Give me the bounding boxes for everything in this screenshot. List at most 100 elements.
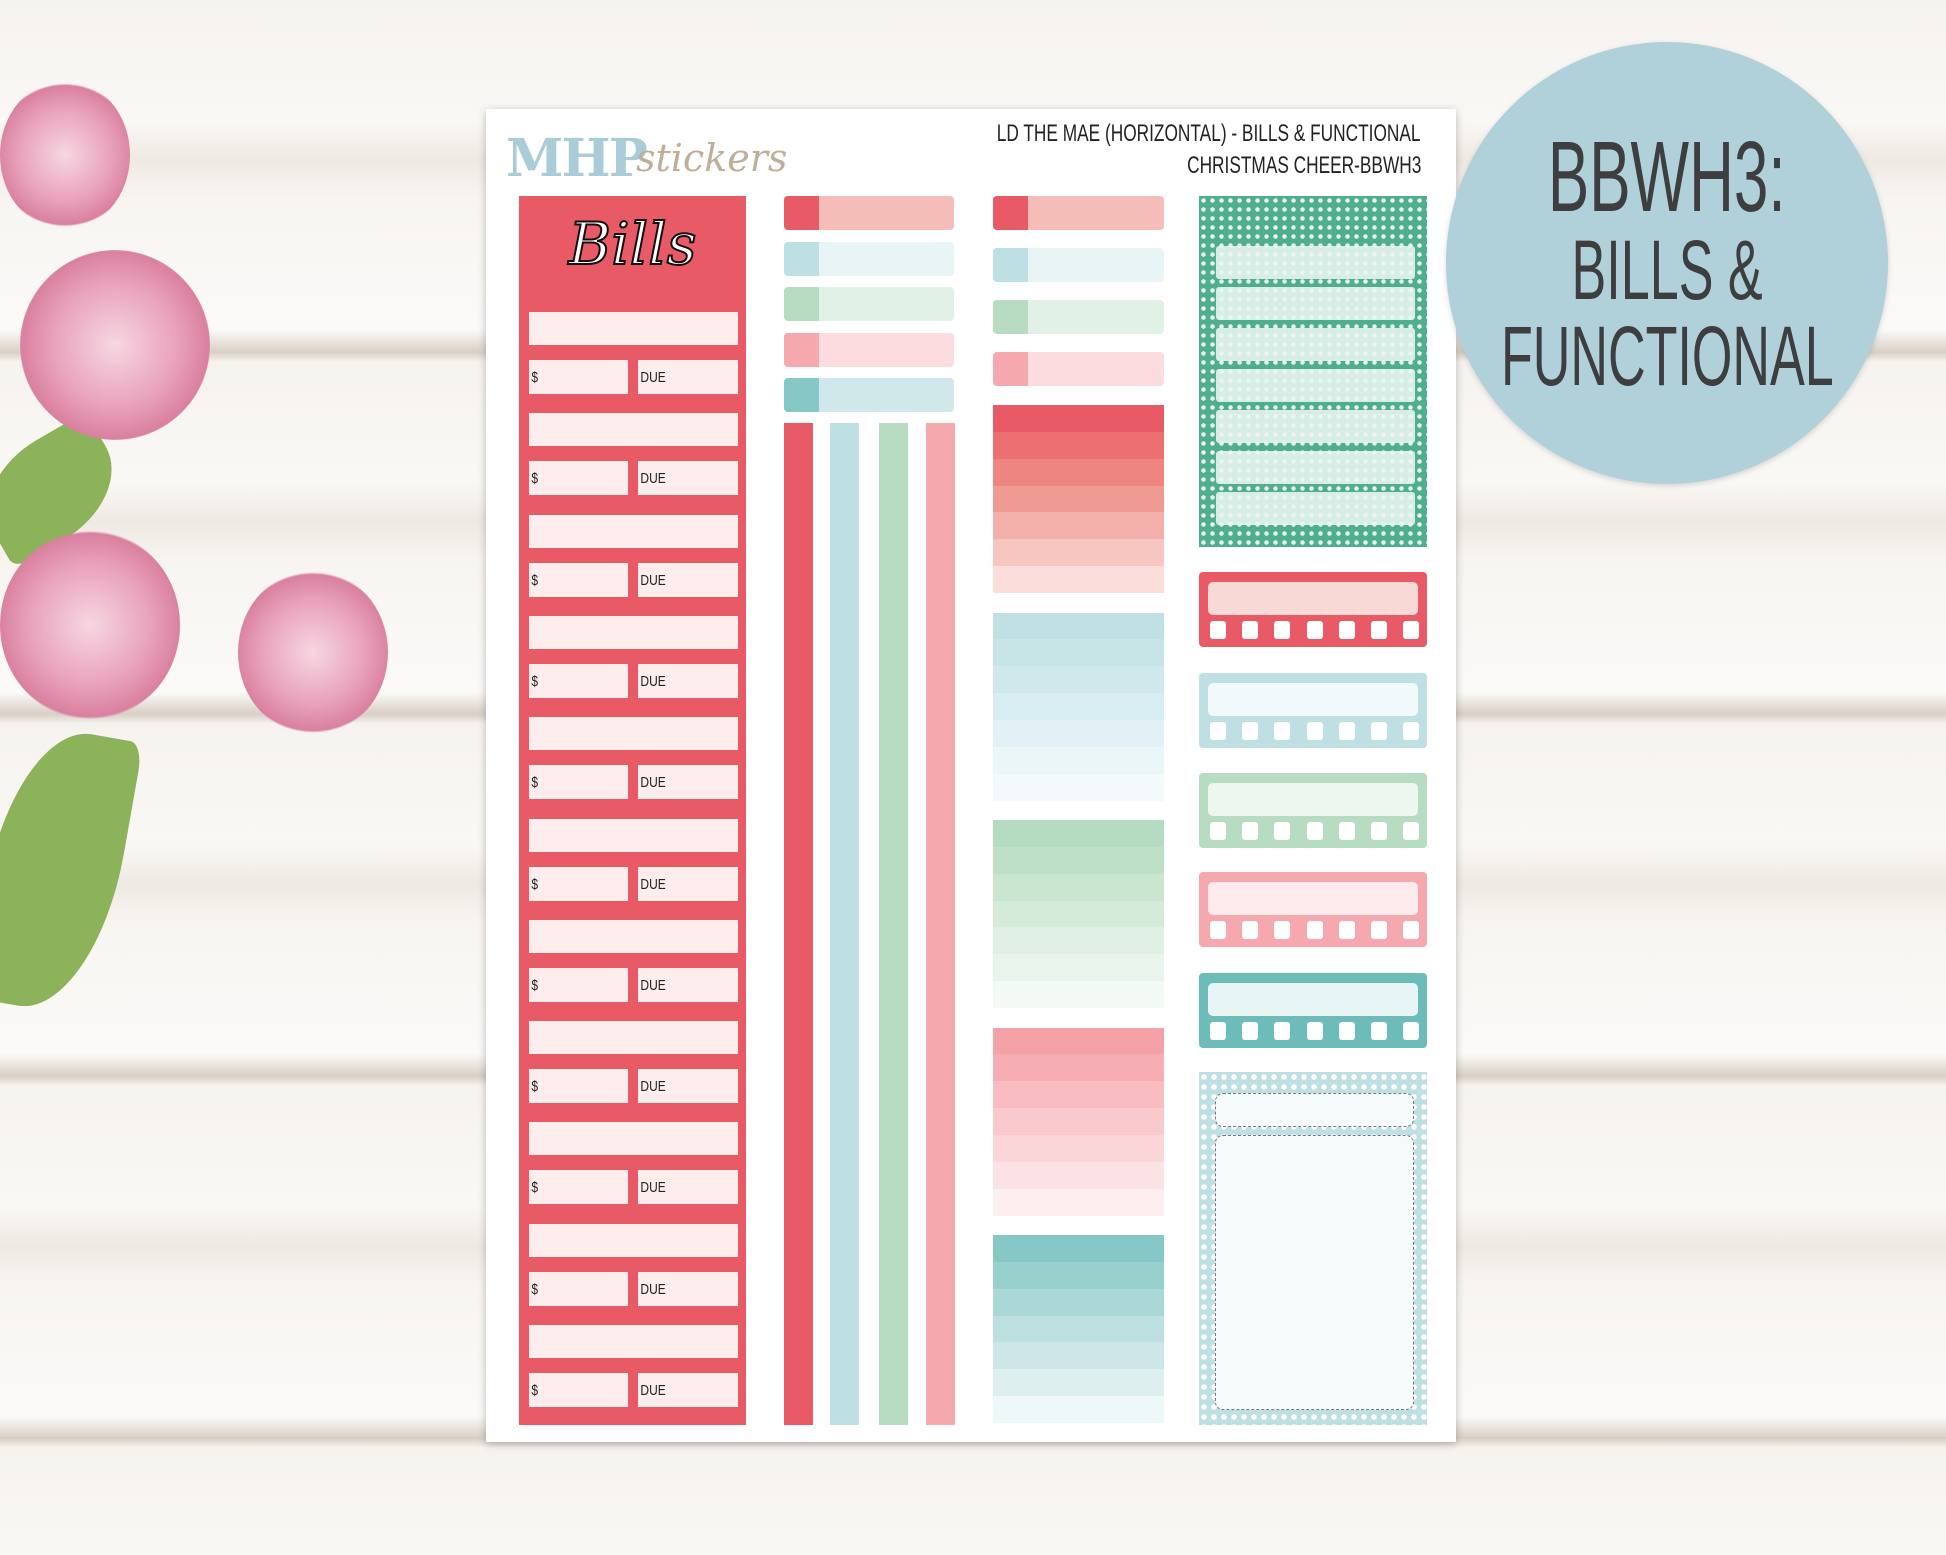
due-label: DUE: [640, 672, 666, 690]
gradient-band: [993, 719, 1164, 747]
vertical-strip-pink: [926, 423, 955, 1425]
tracker-checkbox: [1210, 722, 1226, 740]
vertical-strip-blue: [830, 423, 859, 1425]
bill-name-field: [529, 413, 738, 447]
bill-amount-field: $: [529, 1170, 628, 1205]
tab-accent: [784, 378, 819, 412]
flower-decoration: [0, 80, 130, 230]
bill-amount-field: $: [529, 1373, 628, 1407]
amount-label: $: [531, 1382, 539, 1399]
checklist-row: [1216, 492, 1415, 525]
gradient-band: [993, 820, 1164, 847]
due-label: DUE: [640, 1382, 666, 1399]
bill-due-field: DUE: [638, 967, 738, 1002]
tab-sticker-green: [784, 287, 954, 321]
gradient-band: [993, 846, 1164, 874]
tracker-checkbox: [1306, 921, 1323, 939]
bill-amount-field: $: [529, 663, 628, 698]
gradient-band: [993, 873, 1164, 901]
habit-tracker: [1199, 773, 1427, 848]
gradient-band: [993, 1027, 1164, 1055]
tracker-checkbox: [1242, 822, 1259, 840]
product-badge: BBWH3: BILLS & FUNCTIONAL: [1446, 42, 1888, 484]
gradient-band: [993, 666, 1164, 694]
tracker-checkbox: [1242, 621, 1259, 639]
tracker-checkbox: [1338, 921, 1355, 939]
tracker-checkbox: [1242, 722, 1259, 740]
tab-accent: [993, 248, 1028, 282]
amount-label: $: [531, 470, 539, 488]
due-label: DUE: [640, 976, 666, 994]
bill-name-field: [529, 1325, 738, 1358]
bill-amount-field: $: [529, 360, 628, 394]
gradient-band: [993, 566, 1164, 594]
tracker-label-bar: [1208, 882, 1418, 915]
gradient-band: [993, 612, 1164, 640]
gradient-band: [993, 954, 1164, 982]
gradient-band: [993, 458, 1164, 486]
tracker-checkbox: [1403, 621, 1420, 639]
bills-title: Bills: [567, 209, 697, 279]
checklist-row: [1216, 246, 1415, 279]
gradient-band: [993, 639, 1164, 667]
tab-accent: [784, 287, 819, 321]
tab-sticker-pink: [993, 352, 1164, 386]
mhp-logo: MHP: [506, 128, 648, 189]
gradient-band: [993, 746, 1164, 774]
tracker-checkbox: [1338, 1022, 1355, 1040]
checklist-row: [1216, 369, 1415, 402]
amount-label: $: [531, 672, 539, 690]
tracker-checkbox: [1306, 621, 1323, 639]
tab-accent: [784, 332, 819, 367]
bill-amount-field: $: [529, 461, 628, 496]
bill-due-field: DUE: [638, 360, 738, 394]
badge-line3: FUNCTIONAL: [1500, 309, 1834, 403]
tracker-checkbox: [1242, 921, 1259, 939]
vertical-strip-green: [879, 423, 908, 1425]
tracker-label-bar: [1208, 983, 1418, 1016]
bill-amount-field: $: [529, 967, 628, 1002]
tracker-checkbox: [1338, 621, 1355, 639]
due-label: DUE: [640, 774, 666, 792]
gradient-band: [993, 405, 1164, 432]
due-label: DUE: [640, 1280, 666, 1298]
tracker-label-bar: [1208, 582, 1418, 615]
gradient-band: [993, 539, 1164, 567]
gradient-band: [993, 485, 1164, 513]
checklist-row: [1216, 287, 1415, 320]
mhp-logo-script: stickers: [636, 136, 788, 180]
bill-name-field: [529, 919, 738, 953]
gradient-block: [993, 1027, 1164, 1216]
tab-sticker-green: [993, 300, 1164, 334]
tracker-checkbox: [1403, 822, 1420, 840]
gradient-band: [993, 1235, 1164, 1262]
bills-sticker: [519, 196, 746, 1425]
tab-sticker-red: [784, 196, 954, 230]
bill-due-field: DUE: [638, 663, 738, 698]
flower-decoration: [238, 570, 388, 735]
gradient-band: [993, 927, 1164, 955]
tracker-checkbox: [1274, 921, 1291, 939]
bill-due-field: DUE: [638, 1069, 738, 1104]
bill-name-field: [529, 818, 738, 852]
tab-accent: [784, 196, 819, 230]
tracker-checkbox: [1306, 722, 1323, 740]
tracker-checkbox: [1242, 1022, 1259, 1040]
habit-tracker: [1199, 872, 1427, 947]
gradient-block: [993, 612, 1164, 801]
tracker-checkbox: [1274, 621, 1291, 639]
gradient-band: [993, 1108, 1164, 1135]
due-label: DUE: [640, 369, 666, 386]
bill-due-field: DUE: [638, 1170, 738, 1205]
amount-label: $: [531, 976, 539, 994]
tracker-checkbox: [1371, 722, 1387, 740]
bill-name-field: [529, 312, 738, 345]
bill-due-field: DUE: [638, 765, 738, 800]
habit-tracker: [1199, 673, 1427, 748]
habit-tracker: [1199, 572, 1427, 647]
gradient-band: [993, 1342, 1164, 1370]
tracker-checkbox: [1338, 822, 1355, 840]
tracker-checkbox: [1338, 722, 1355, 740]
due-label: DUE: [640, 1078, 666, 1096]
gradient-band: [993, 1396, 1164, 1424]
